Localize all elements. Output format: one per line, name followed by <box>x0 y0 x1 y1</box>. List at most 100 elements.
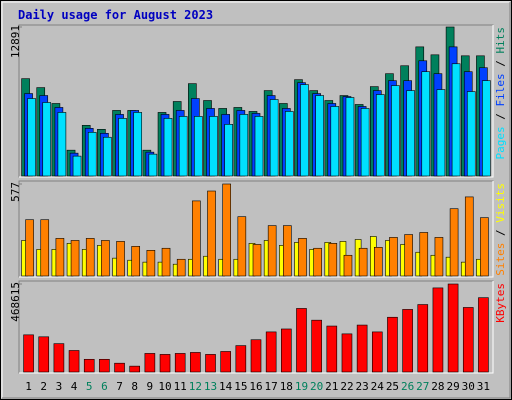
bar <box>404 234 413 277</box>
bar <box>447 283 459 373</box>
legend-entry: Files <box>494 73 507 106</box>
x-tick-label: 8 <box>131 380 138 393</box>
bar <box>466 91 476 177</box>
bar <box>328 243 338 277</box>
bar <box>360 108 370 177</box>
bar <box>311 319 322 373</box>
bar <box>224 124 233 177</box>
bar <box>178 116 188 177</box>
x-tick-label: 28 <box>431 380 444 393</box>
legend-separator: / <box>494 223 507 243</box>
x-tick-label: 26 <box>401 380 414 393</box>
bar <box>389 237 398 277</box>
bar <box>42 102 52 177</box>
bar <box>406 90 415 177</box>
bar <box>55 238 65 277</box>
bar <box>133 112 143 177</box>
x-tick-label: 4 <box>71 380 78 393</box>
x-tick-label: 10 <box>158 380 171 393</box>
x-tick-label: 2 <box>40 380 47 393</box>
bar <box>371 331 383 373</box>
x-tick-label: 22 <box>340 380 353 393</box>
bar <box>341 333 353 373</box>
bar <box>250 339 262 373</box>
bar <box>464 196 474 277</box>
bar <box>265 331 277 373</box>
bar <box>207 190 216 277</box>
bar <box>281 328 292 373</box>
x-tick-label: 18 <box>280 380 293 393</box>
x-tick-label: 30 <box>462 380 475 393</box>
x-tick-label: 19 <box>295 380 308 393</box>
bar <box>345 97 355 177</box>
bar <box>116 241 125 277</box>
bar <box>451 63 461 177</box>
bar <box>27 98 36 177</box>
x-tick-label: 29 <box>446 380 459 393</box>
bar <box>239 114 249 177</box>
bar <box>114 362 125 373</box>
legend: KBytes <box>494 283 507 323</box>
bar <box>358 247 368 277</box>
bar <box>482 80 491 177</box>
bar <box>57 112 67 177</box>
bar <box>53 343 65 373</box>
x-tick-label: 20 <box>310 380 323 393</box>
bar <box>99 358 110 373</box>
bar <box>252 244 262 277</box>
bar <box>209 116 218 177</box>
bar <box>462 307 474 373</box>
bevel <box>19 181 494 278</box>
y-tick-label: 577 <box>9 182 22 202</box>
bar <box>387 316 398 373</box>
bar <box>343 254 353 277</box>
bar <box>480 217 489 277</box>
legend-entry: Visits <box>494 183 507 223</box>
bar <box>421 71 431 177</box>
x-tick-label: 16 <box>249 380 262 393</box>
bar <box>315 95 324 177</box>
bar <box>432 287 444 373</box>
bar <box>434 237 444 277</box>
bar <box>23 334 34 373</box>
bar <box>375 94 385 177</box>
bar <box>449 208 459 277</box>
legend-entry: KBytes <box>494 283 507 323</box>
bar <box>163 118 173 177</box>
bar <box>101 240 110 277</box>
bar <box>85 238 95 277</box>
bar <box>87 131 97 177</box>
bar <box>373 246 383 277</box>
bevel <box>19 281 494 374</box>
bar <box>40 219 50 277</box>
legend-entry: Pages <box>494 126 507 159</box>
x-tick-label: 23 <box>356 380 369 393</box>
chart-title: Daily usage for August 2023 <box>18 8 213 22</box>
bar <box>103 136 112 177</box>
bar <box>267 225 277 277</box>
bar <box>194 116 203 177</box>
bar <box>144 353 156 373</box>
bar <box>83 358 95 373</box>
y-tick-label: 12891 <box>9 25 22 58</box>
bevel <box>19 25 494 178</box>
x-tick-label: 11 <box>174 380 187 393</box>
bar <box>313 247 322 277</box>
x-tick-label: 13 <box>204 380 217 393</box>
bar <box>330 106 340 177</box>
bar <box>391 85 400 177</box>
bar <box>269 99 279 177</box>
bar <box>131 246 141 277</box>
bar <box>118 118 127 177</box>
bar <box>419 232 429 277</box>
bar <box>285 111 294 177</box>
bar <box>417 304 429 373</box>
bar <box>25 219 34 277</box>
bar <box>436 89 446 177</box>
x-tick-label: 7 <box>116 380 123 393</box>
bar <box>298 238 307 277</box>
bar <box>159 354 171 373</box>
legend-entry: Sites <box>494 243 507 276</box>
